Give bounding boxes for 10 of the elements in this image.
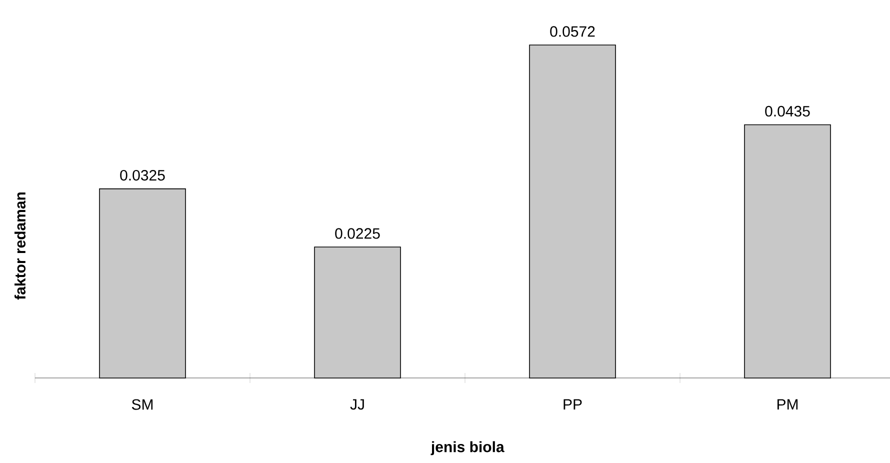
- x-tick-label: SM: [132, 399, 153, 410]
- data-label: 0.0225: [335, 228, 380, 239]
- y-axis-title: faktor redaman: [14, 192, 26, 300]
- data-label: 0.0572: [550, 26, 595, 37]
- x-axis-title: jenis biola: [430, 441, 504, 456]
- x-tick-label: PP: [564, 399, 582, 410]
- data-label: 0.0435: [765, 106, 810, 117]
- x-tick-label: JJ: [350, 399, 364, 410]
- x-tick-label: PM: [777, 399, 798, 410]
- data-label: 0.0325: [120, 170, 165, 181]
